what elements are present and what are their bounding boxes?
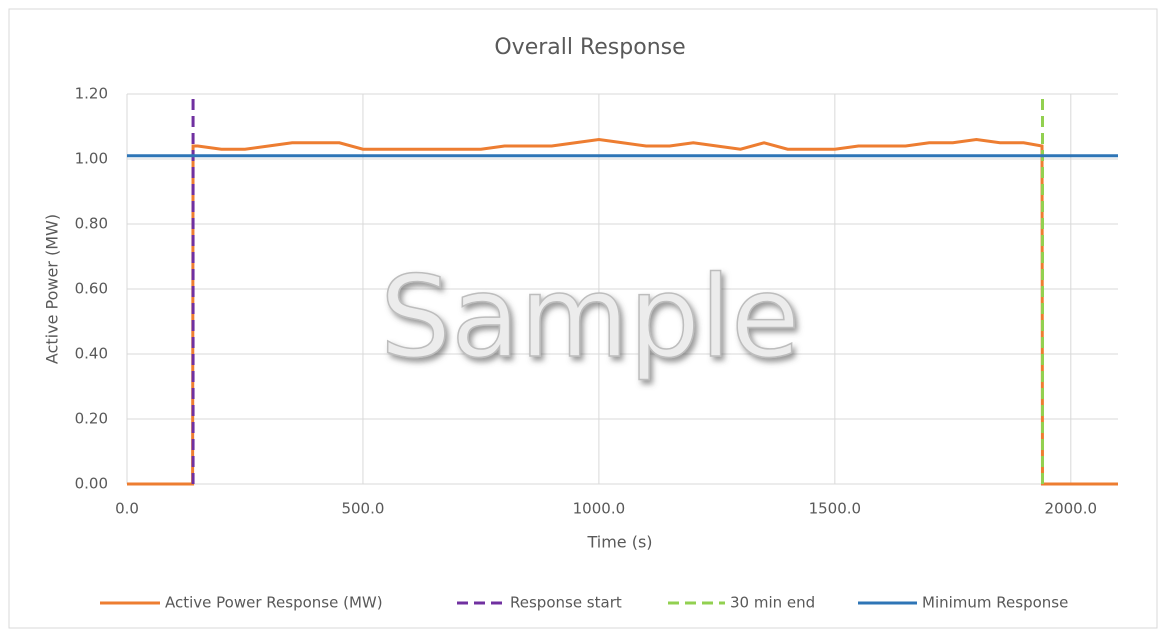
legend: Active Power Response (MW) Response start…	[100, 594, 1068, 612]
x-tick-label: 0.0	[115, 500, 139, 518]
y-tick-label: 0.60	[75, 280, 108, 298]
legend-label: 30 min end	[730, 594, 815, 612]
x-tick-label: 1000.0	[573, 500, 626, 518]
y-tick-label: 0.00	[75, 475, 108, 493]
plot-area	[126, 93, 1118, 486]
chart-title: Overall Response	[494, 35, 685, 60]
y-tick-label: 0.20	[75, 410, 108, 428]
x-axis-label: Time (s)	[586, 533, 652, 552]
x-tick-label: 2000.0	[1045, 500, 1098, 518]
legend-label: Minimum Response	[922, 594, 1068, 612]
series-line	[127, 137, 1118, 486]
y-axis-label: Active Power (MW)	[43, 214, 62, 364]
y-tick-label: 1.00	[75, 150, 108, 168]
y-tick-label: 0.40	[75, 345, 108, 363]
y-tick-label: 1.20	[75, 85, 108, 103]
watermark: Sample	[380, 253, 800, 383]
x-tick-label: 500.0	[341, 500, 384, 518]
legend-label: Response start	[510, 594, 622, 612]
legend-label: Active Power Response (MW)	[165, 594, 383, 612]
chart-border	[8, 8, 1158, 629]
y-tick-label: 0.80	[75, 215, 108, 233]
x-tick-label: 1500.0	[809, 500, 862, 518]
